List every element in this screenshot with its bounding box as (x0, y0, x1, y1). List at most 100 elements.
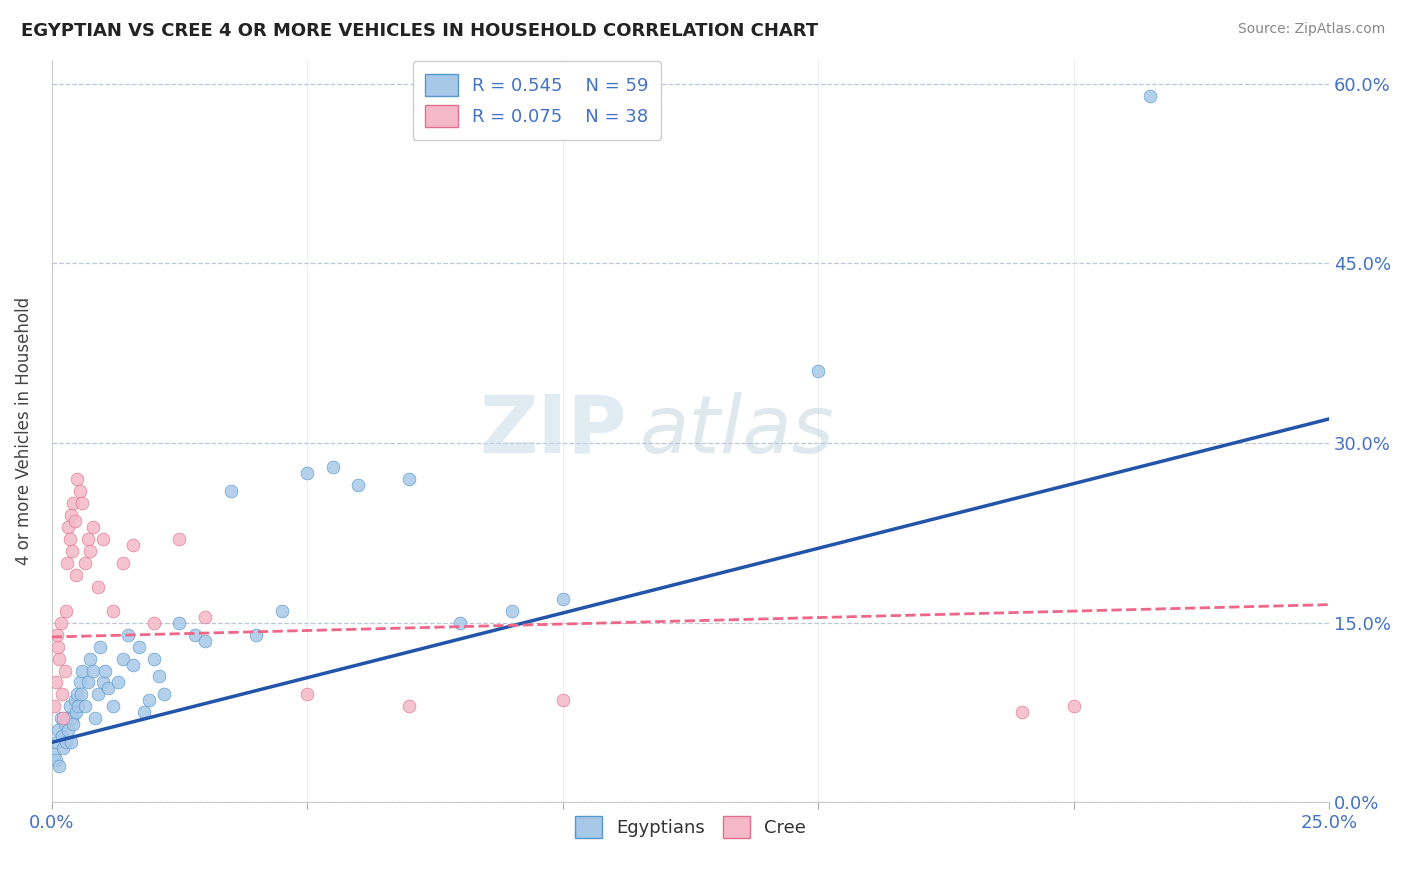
Point (53, 717, 76, 731)
Point (52, 711, 75, 725)
Point (1139, 88, 1161, 103)
Point (51, 730, 73, 744)
Point (48, 759, 70, 773)
Point (101, 699, 124, 714)
Point (45, 753, 67, 767)
Point (62, 717, 84, 731)
Text: atlas: atlas (640, 392, 834, 470)
Point (76, 675, 98, 690)
Point (44, 747, 66, 762)
Point (45, 675, 67, 690)
Point (72, 664, 94, 678)
Point (73, 699, 96, 714)
Point (63, 514, 86, 528)
Point (67, 699, 90, 714)
Point (56, 520, 79, 534)
Point (169, 532, 191, 546)
Point (69, 675, 91, 690)
Point (398, 699, 420, 714)
Point (60, 735, 83, 749)
Point (501, 604, 523, 618)
Point (49, 711, 72, 725)
Point (56, 723, 79, 738)
Point (76, 532, 98, 546)
Point (148, 669, 170, 683)
Point (245, 627, 267, 641)
Point (101, 604, 124, 618)
Y-axis label: 4 or more Vehicles in Household: 4 or more Vehicles in Household (15, 297, 32, 565)
Point (60, 543, 83, 558)
Point (69, 483, 91, 498)
Point (65, 706, 87, 720)
Point (66, 688, 89, 702)
Point (398, 472, 420, 486)
Point (49, 615, 72, 630)
Point (194, 633, 217, 648)
Point (52, 741, 75, 756)
Point (63, 693, 86, 707)
Point (73, 556, 96, 570)
Point (53, 664, 76, 678)
Point (194, 609, 217, 624)
Point (79, 651, 101, 665)
Legend: Egyptians, Cree: Egyptians, Cree (567, 809, 814, 846)
Point (44, 699, 66, 714)
Point (138, 693, 160, 707)
Point (91, 532, 114, 546)
Point (169, 615, 191, 630)
Point (45, 735, 67, 749)
Point (1011, 706, 1033, 720)
Point (551, 591, 574, 606)
Point (97, 681, 120, 696)
Point (72, 496, 94, 510)
Point (65, 567, 87, 582)
Point (82, 520, 104, 534)
Point (55, 604, 77, 618)
Point (59, 699, 82, 714)
Point (94, 664, 117, 678)
Point (112, 651, 135, 665)
Point (1063, 699, 1085, 714)
Point (46, 723, 69, 738)
Point (46, 640, 69, 654)
Point (51, 688, 73, 702)
Point (87, 580, 110, 594)
Point (48, 651, 70, 665)
Point (84, 711, 107, 725)
Text: Source: ZipAtlas.com: Source: ZipAtlas.com (1237, 22, 1385, 37)
Point (153, 688, 176, 702)
Point (450, 615, 472, 630)
Point (56, 556, 79, 570)
Point (347, 478, 370, 492)
Point (59, 532, 82, 546)
Point (219, 483, 242, 498)
Point (807, 364, 830, 378)
Point (142, 615, 165, 630)
Point (322, 459, 344, 474)
Point (89, 640, 111, 654)
Point (55, 735, 77, 749)
Point (56, 711, 79, 725)
Point (142, 651, 165, 665)
Point (79, 543, 101, 558)
Point (66, 472, 89, 486)
Point (60, 508, 83, 522)
Point (117, 627, 139, 641)
Point (82, 664, 104, 678)
Point (91, 675, 114, 690)
Point (60, 711, 83, 725)
Point (45, 627, 67, 641)
Point (132, 706, 155, 720)
Point (107, 675, 129, 690)
Point (70, 688, 93, 702)
Point (551, 693, 574, 707)
Point (270, 604, 292, 618)
Point (122, 538, 145, 552)
Point (62, 496, 84, 510)
Point (128, 640, 150, 654)
Point (122, 657, 145, 672)
Text: ZIP: ZIP (479, 392, 627, 470)
Point (295, 688, 318, 702)
Point (184, 627, 207, 641)
Point (87, 688, 110, 702)
